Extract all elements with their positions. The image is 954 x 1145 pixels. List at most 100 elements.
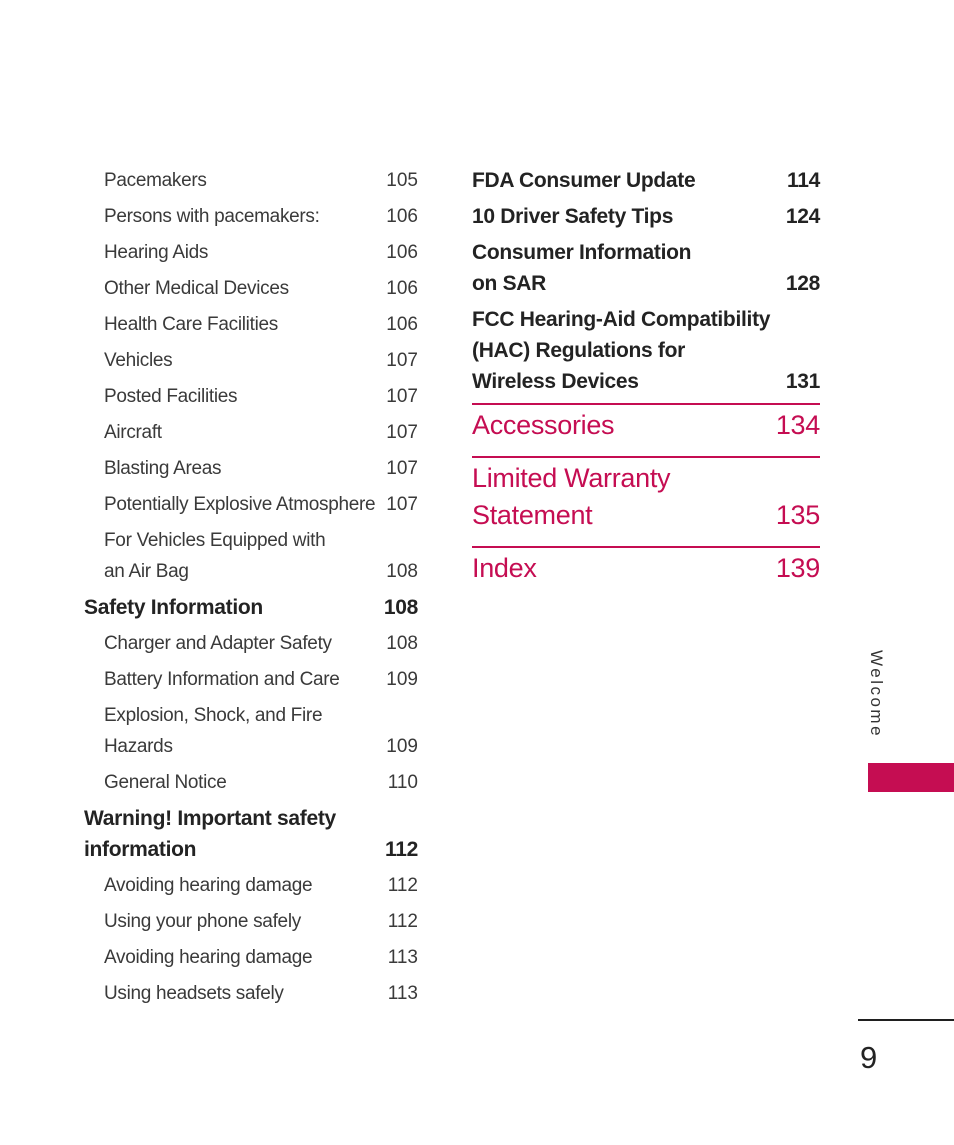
toc-entry-line: Health Care Facilities 106 — [84, 309, 418, 340]
toc-entry-line: General Notice 110 — [84, 767, 418, 798]
side-tab-label: Welcome — [867, 650, 886, 739]
toc-entry-label: Vehicles — [104, 350, 173, 371]
toc-entry-page-number: 107 — [386, 458, 418, 479]
toc-entry-page-number: 107 — [386, 494, 418, 515]
toc-entry-label: Consumer Information — [472, 241, 692, 264]
toc-entry: Hearing Aids 106 — [84, 237, 418, 268]
toc-entry-label: Avoiding hearing damage — [104, 875, 313, 896]
toc-entry-label: Explosion, Shock, and Fire — [104, 705, 323, 726]
toc-entry-line: Using your phone safely 112 — [84, 906, 418, 937]
toc-entry-label: FDA Consumer Update — [472, 169, 696, 192]
toc-entry: 10 Driver Safety Tips 124 — [472, 201, 820, 232]
toc-entry-label: Persons with pacemakers: — [104, 206, 320, 227]
toc-entry-page-number: 128 — [785, 272, 820, 295]
toc-entry-line: Limited Warranty — [472, 460, 820, 497]
toc-entry-line: Hearing Aids 106 — [84, 237, 418, 268]
toc-entry-label: Charger and Adapter Safety — [104, 633, 332, 654]
toc-entry-line: Posted Facilities 107 — [84, 381, 418, 412]
toc-entry: Posted Facilities 107 — [84, 381, 418, 412]
toc-entry-label: General Notice — [104, 772, 227, 793]
toc-entry: Vehicles 107 — [84, 345, 418, 376]
toc-entry-line: Statement 135 — [472, 497, 820, 534]
toc-entry-line: Other Medical Devices 106 — [84, 273, 418, 304]
toc-entry: Other Medical Devices 106 — [84, 273, 418, 304]
toc-entry-page-number: 112 — [387, 911, 418, 932]
toc-entry-line: Index 139 — [472, 550, 820, 587]
toc-entry-label: Limited Warranty — [472, 463, 671, 493]
toc-entry-page-number: 106 — [386, 242, 418, 263]
toc-entry-page-number: 106 — [386, 278, 418, 299]
toc-entry-label: Safety Information — [84, 596, 263, 619]
toc-entry: Aircraft 107 — [84, 417, 418, 448]
toc-entry-line: 10 Driver Safety Tips 124 — [472, 201, 820, 232]
toc-entry-page-number: 139 — [775, 553, 820, 583]
toc-entry-page-number: 105 — [386, 170, 418, 191]
toc-entry-label: Hearing Aids — [104, 242, 209, 263]
toc-entry: Potentially Explosive Atmosphere 107 — [84, 489, 418, 520]
toc-entry-label: Hazards — [104, 736, 173, 757]
toc-entry: Charger and Adapter Safety 108 — [84, 628, 418, 659]
toc-entry-label: Avoiding hearing damage — [104, 947, 313, 968]
toc-entry-label: Potentially Explosive Atmosphere — [104, 494, 376, 515]
toc-entry-label: 10 Driver Safety Tips — [472, 205, 674, 228]
toc-entry-line: Potentially Explosive Atmosphere 107 — [84, 489, 418, 520]
toc-entry-line: Aircraft 107 — [84, 417, 418, 448]
toc-entry: Persons with pacemakers: 106 — [84, 201, 418, 232]
toc-entry-page-number: 107 — [386, 422, 418, 443]
footer-rule — [858, 1019, 954, 1021]
toc-entry-label: Accessories — [472, 410, 615, 440]
toc-entry-page-number: 109 — [386, 736, 418, 757]
toc-entry-line: Battery Information and Care 109 — [84, 664, 418, 695]
toc-entry: FCC Hearing-Aid Compatibility (HAC) Regul… — [472, 304, 820, 397]
toc-entry-page-number: 108 — [386, 633, 418, 654]
toc-entry: Health Care Facilities 106 — [84, 309, 418, 340]
toc-entry-label: Index — [472, 553, 537, 583]
toc-entry-line: Blasting Areas 107 — [84, 453, 418, 484]
toc-entry-line: on SAR 128 — [472, 268, 820, 299]
toc-right-column: FDA Consumer Update 114 10 Driver Safety T… — [472, 165, 820, 593]
toc-entry-line: Using headsets safely 113 — [84, 978, 418, 1009]
toc-entry-line: Explosion, Shock, and Fire — [84, 700, 418, 731]
toc-entry-line: For Vehicles Equipped with — [84, 525, 418, 556]
toc-entry-line: information 112 — [84, 834, 418, 865]
toc-entry-label: Wireless Devices — [472, 370, 639, 393]
toc-entry-page-number: 107 — [386, 386, 418, 407]
toc-entry-label: Aircraft — [104, 422, 162, 443]
toc-entry: Avoiding hearing damage 113 — [84, 942, 418, 973]
toc-entry-label: Health Care Facilities — [104, 314, 278, 335]
toc-entry-page-number: 110 — [387, 772, 418, 793]
toc-entry-line: an Air Bag 108 — [84, 556, 418, 587]
toc-entry-label: an Air Bag — [104, 561, 189, 582]
toc-entry: Safety Information 108 — [84, 592, 418, 623]
toc-entry: Limited Warranty Statement 135 — [472, 456, 820, 540]
toc-entry: Pacemakers 105 — [84, 165, 418, 196]
toc-entry-line: Vehicles 107 — [84, 345, 418, 376]
toc-entry-page-number: 124 — [785, 205, 820, 228]
toc-entry-label: information — [84, 838, 197, 861]
toc-entry-line: (HAC) Regulations for — [472, 335, 820, 366]
toc-entry-label: Battery Information and Care — [104, 669, 340, 690]
toc-entry-line: Avoiding hearing damage 112 — [84, 870, 418, 901]
toc-entry-line: Warning! Important safety — [84, 803, 418, 834]
toc-entry: General Notice 110 — [84, 767, 418, 798]
toc-entry-line: Safety Information 108 — [84, 592, 418, 623]
toc-entry-label: FCC Hearing-Aid Compatibility — [472, 308, 771, 331]
toc-entry: Consumer Information on SAR 128 — [472, 237, 820, 299]
toc-entry-label: Statement — [472, 500, 593, 530]
toc-entry-line: Accessories 134 — [472, 407, 820, 444]
toc-entry: Using your phone safely 112 — [84, 906, 418, 937]
toc-entry-line: Persons with pacemakers: 106 — [84, 201, 418, 232]
toc-entry: Battery Information and Care 109 — [84, 664, 418, 695]
toc-left-column: Pacemakers 105 Persons with pacemakers: 106… — [84, 165, 418, 1014]
toc-entry-label: Posted Facilities — [104, 386, 238, 407]
toc-entry-label: Other Medical Devices — [104, 278, 289, 299]
toc-entry: Warning! Important safety information 112 — [84, 803, 418, 865]
toc-entry-label: Blasting Areas — [104, 458, 222, 479]
toc-entry-page-number: 112 — [387, 875, 418, 896]
toc-entry-page-number: 134 — [775, 410, 820, 440]
toc-entry-line: FDA Consumer Update 114 — [472, 165, 820, 196]
toc-entry-line: Pacemakers 105 — [84, 165, 418, 196]
toc-entry-label: Using headsets safely — [104, 983, 284, 1004]
toc-entry-line: Charger and Adapter Safety 108 — [84, 628, 418, 659]
